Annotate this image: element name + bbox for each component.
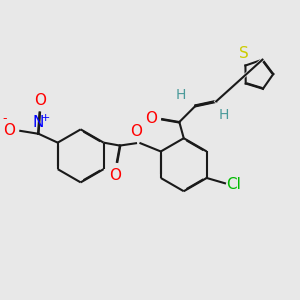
Text: H: H: [219, 108, 230, 122]
Text: Cl: Cl: [226, 177, 241, 192]
Text: N: N: [33, 115, 44, 130]
Text: +: +: [40, 113, 50, 124]
Text: S: S: [239, 46, 249, 61]
Text: O: O: [130, 124, 142, 139]
Text: -: -: [3, 112, 7, 125]
Text: O: O: [34, 93, 46, 108]
Text: O: O: [145, 111, 157, 126]
Text: O: O: [110, 168, 122, 183]
Text: O: O: [3, 123, 15, 138]
Text: H: H: [176, 88, 186, 102]
